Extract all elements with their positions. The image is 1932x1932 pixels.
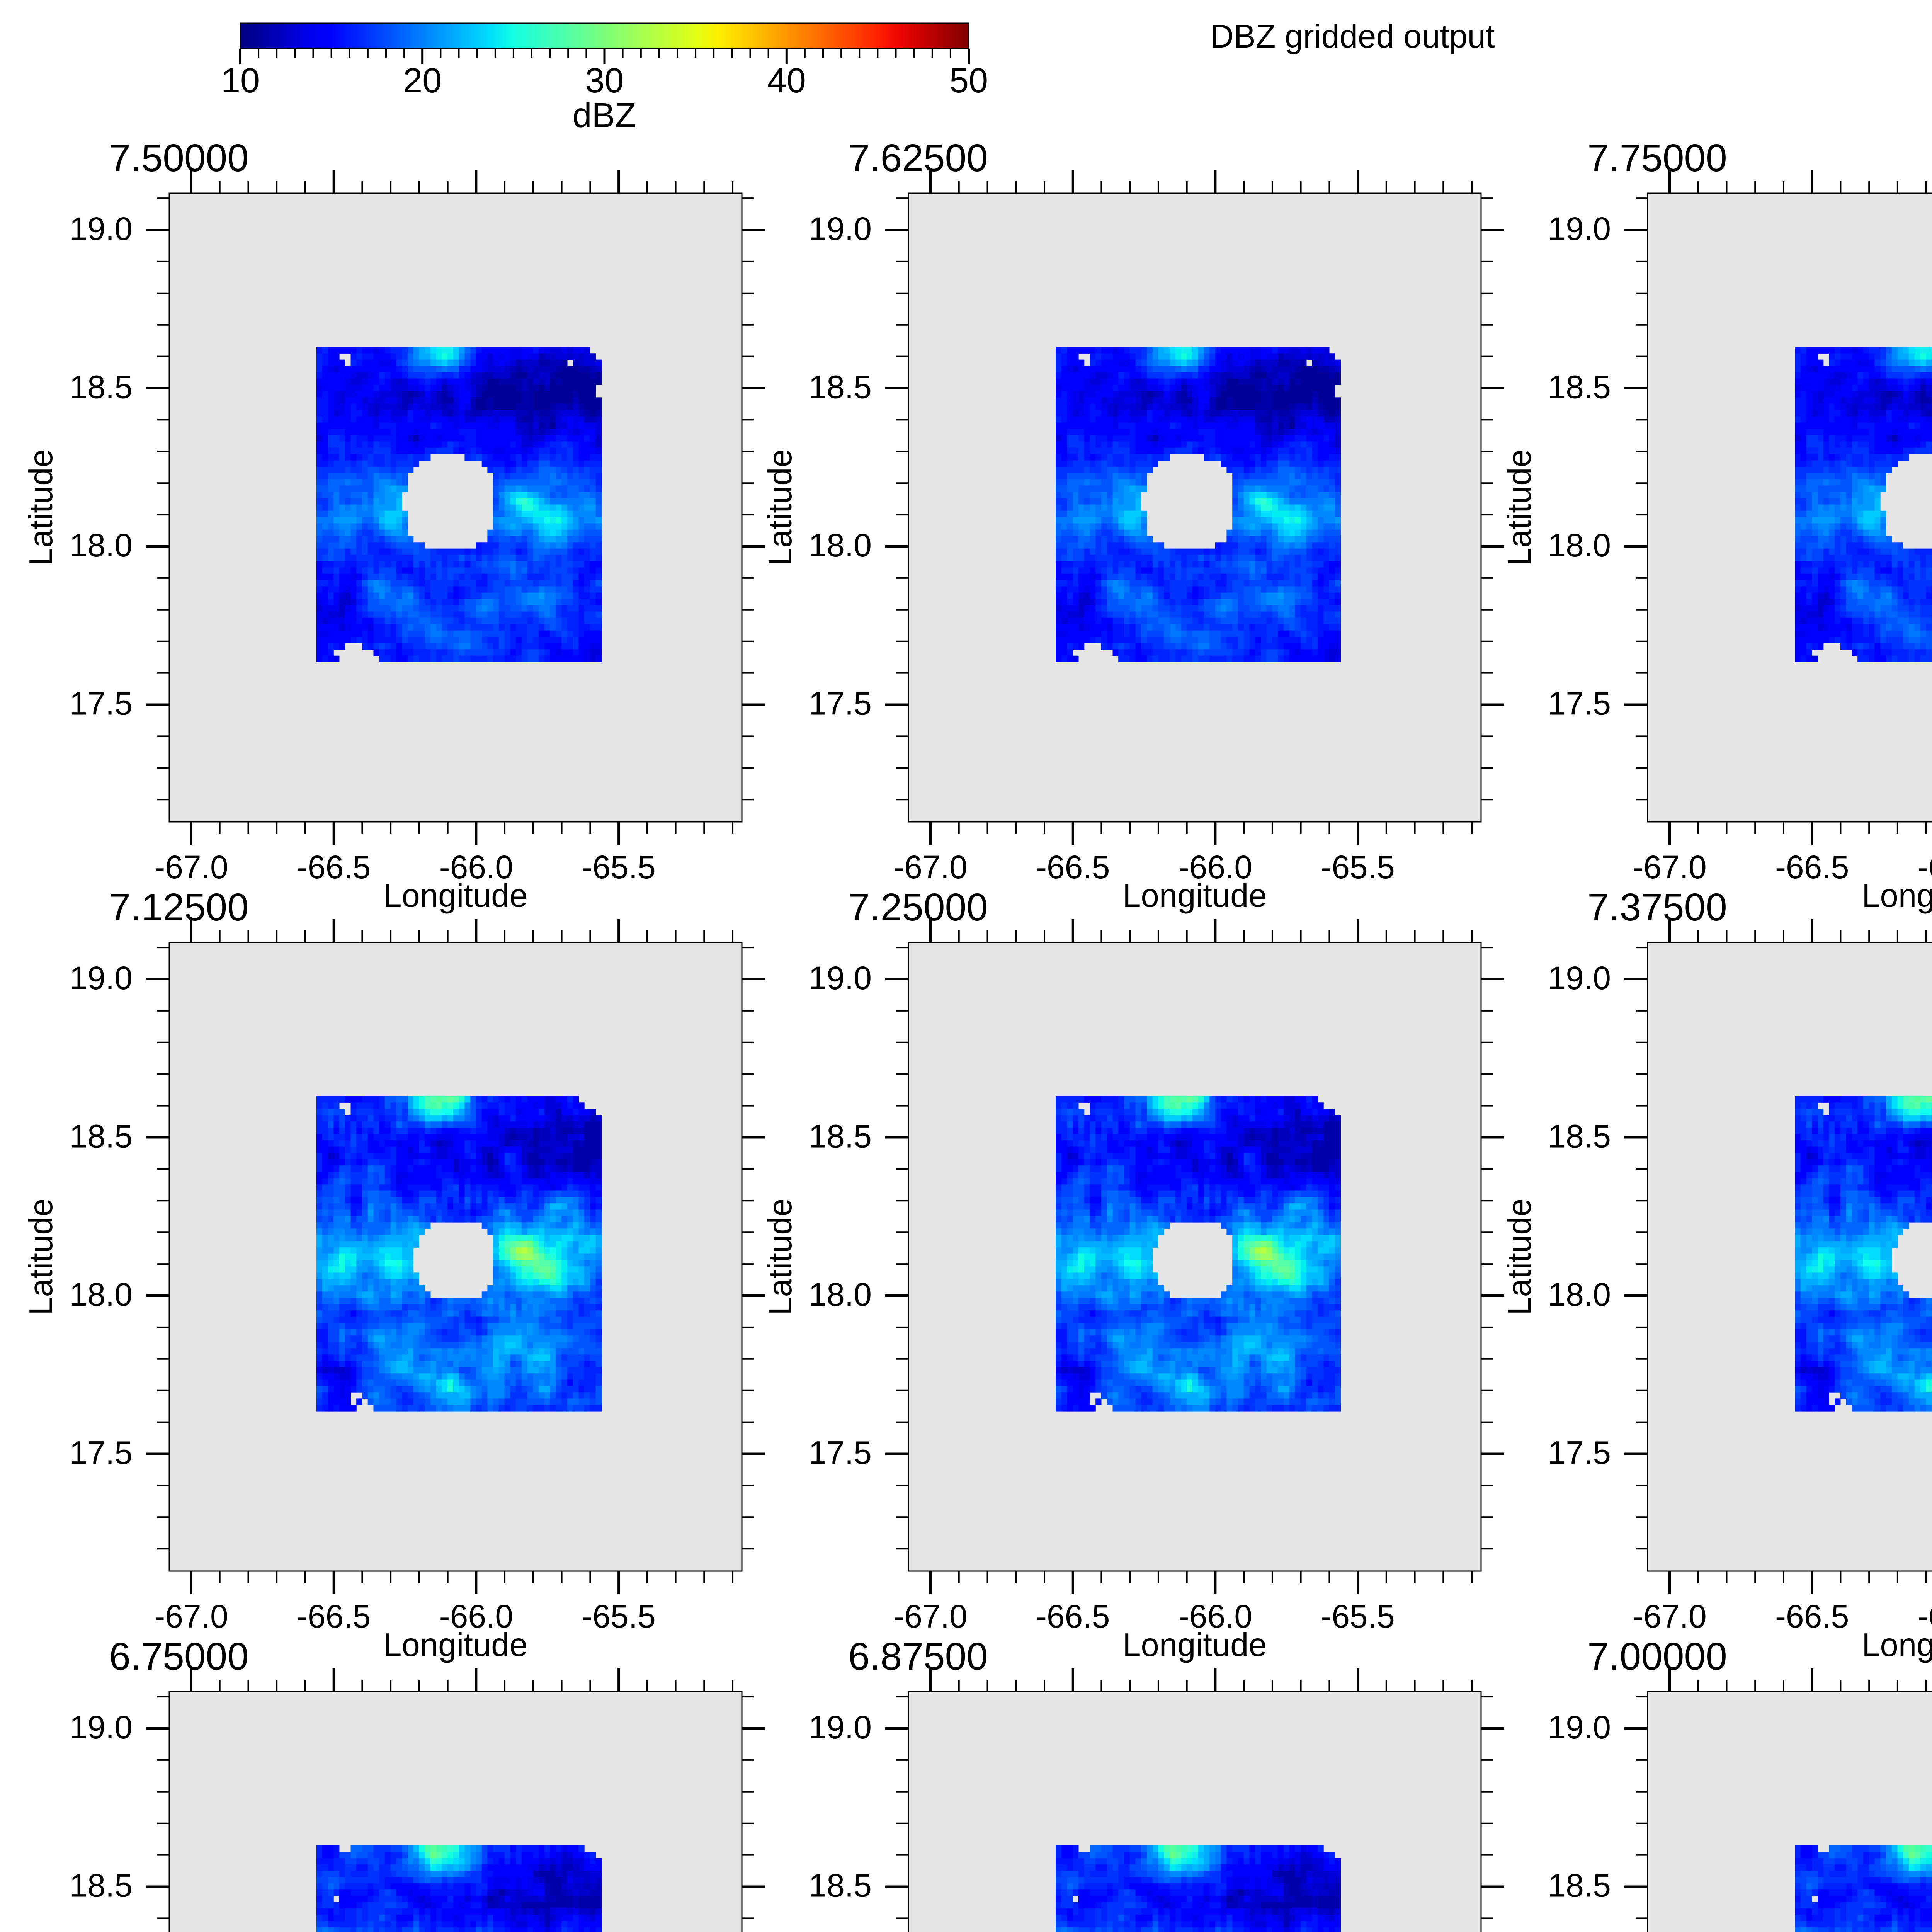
- svg-text:7.00000: 7.00000: [1587, 1635, 1727, 1678]
- svg-text:6.87500: 6.87500: [848, 1635, 988, 1678]
- svg-text:30: 30: [585, 61, 624, 100]
- svg-text:40: 40: [767, 61, 806, 100]
- svg-text:dBZ: dBZ: [572, 96, 636, 135]
- svg-text:7.25000: 7.25000: [848, 886, 988, 929]
- svg-text:7.50000: 7.50000: [109, 136, 248, 180]
- svg-text:10: 10: [221, 61, 260, 100]
- svg-text:20: 20: [403, 61, 442, 100]
- svg-text:7.62500: 7.62500: [848, 136, 988, 180]
- svg-text:50: 50: [949, 61, 988, 100]
- svg-text:7.12500: 7.12500: [109, 886, 248, 929]
- svg-text:7.75000: 7.75000: [1587, 136, 1727, 180]
- svg-text:6.75000: 6.75000: [109, 1635, 248, 1678]
- svg-text:DBZ gridded output: DBZ gridded output: [1210, 18, 1495, 55]
- svg-text:7.37500: 7.37500: [1587, 886, 1727, 929]
